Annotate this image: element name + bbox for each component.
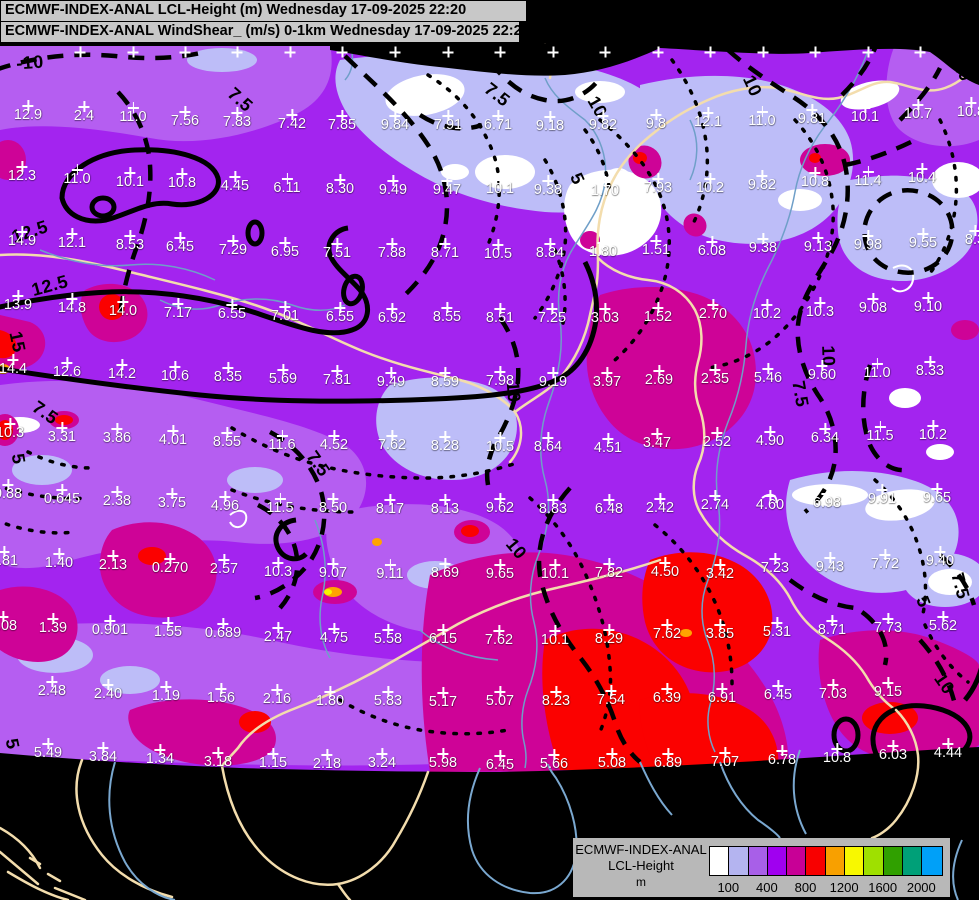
legend-tick-label: 400 — [756, 880, 778, 895]
grid-cross-icon — [74, 46, 86, 58]
grid-cross-icon — [757, 46, 769, 58]
legend-subtitle: LCL-Height — [608, 858, 674, 873]
legend-tick-label: 1600 — [868, 880, 898, 895]
legend-swatch — [729, 847, 749, 875]
grid-cross-icon — [652, 46, 664, 58]
legend-swatch — [748, 847, 768, 875]
fill-layer — [0, 45, 979, 775]
legend-swatch-bar — [709, 846, 943, 876]
border-layer — [0, 43, 979, 768]
grid-cross-icon — [284, 46, 296, 58]
grid-cross-icon — [231, 46, 243, 58]
legend-swatch — [902, 847, 923, 875]
legend-swatch — [787, 847, 807, 875]
grid-cross-icon — [442, 46, 454, 58]
contour-layer — [0, 47, 979, 769]
legend-swatch — [825, 847, 846, 875]
legend-swatch — [845, 847, 865, 875]
grid-cross-icon — [494, 46, 506, 58]
legend-swatch — [767, 847, 788, 875]
legend-swatch — [710, 847, 730, 875]
grid-cross-icon — [547, 46, 559, 58]
legend-swatch — [883, 847, 903, 875]
legend-swatch — [806, 847, 826, 875]
grid-cross-icon — [336, 46, 348, 58]
grid-cross-icon — [179, 46, 191, 58]
grid-cross-icon — [809, 46, 821, 58]
legend-texts: ECMWF-INDEX-ANAL LCL-Height m — [573, 842, 709, 890]
border-layer-south — [0, 708, 920, 900]
grid-cross-icon — [704, 46, 716, 58]
color-legend: ECMWF-INDEX-ANAL LCL-Height m 100 400 800 1… — [573, 838, 950, 897]
legend-title: ECMWF-INDEX-ANAL — [575, 842, 707, 857]
legend-swatch — [864, 847, 884, 875]
grid-cross-icon — [914, 46, 926, 58]
legend-tick-label: 800 — [794, 880, 817, 895]
grid-cross-icon — [599, 46, 611, 58]
legend-tick-label: 100 — [717, 880, 740, 895]
white-isoline-layer — [229, 168, 915, 528]
river-layer-south — [108, 749, 963, 900]
grid-cross-icon — [127, 46, 139, 58]
legend-unit: m — [636, 875, 646, 889]
grid-cross-icon — [389, 46, 401, 58]
legend-swatch — [922, 847, 942, 875]
grid-cross-icon — [862, 46, 874, 58]
title-bar-windshear: ECMWF-INDEX-ANAL WindShear_ (m/s) 0-1km … — [0, 21, 530, 43]
legend-tick-label: 1200 — [829, 880, 859, 895]
legend-tick-label: 2000 — [906, 880, 936, 895]
title-bar-lcl-height: ECMWF-INDEX-ANAL LCL-Height (m) Wednesda… — [0, 0, 527, 22]
